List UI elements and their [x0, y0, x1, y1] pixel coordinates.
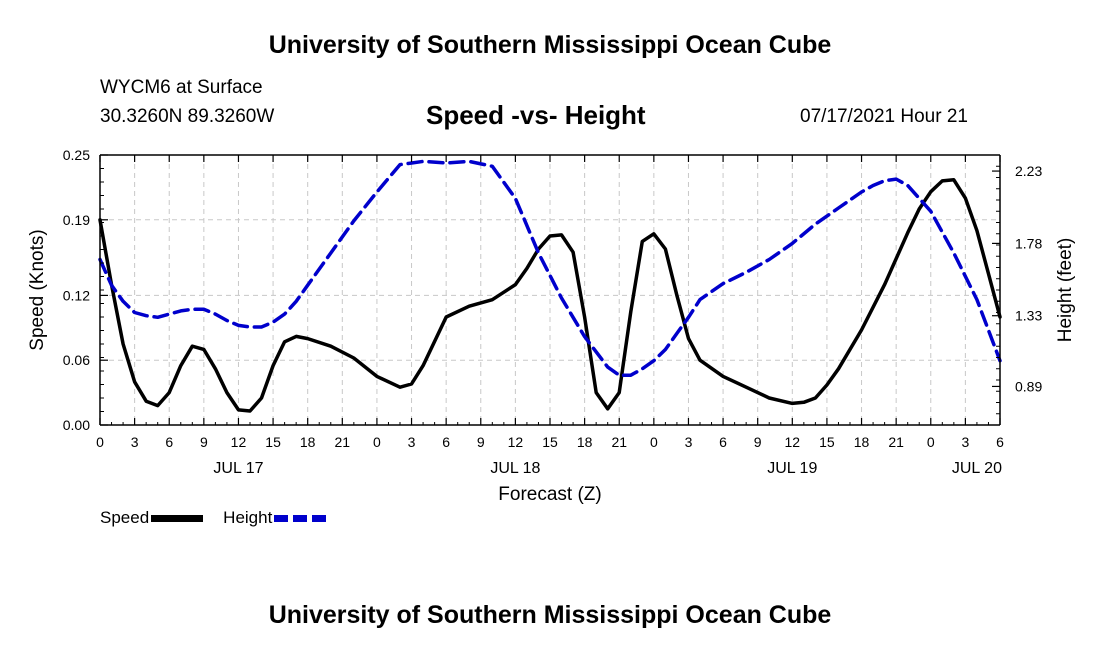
x-date-label: JUL 19 — [767, 460, 817, 477]
x-date-label: JUL 17 — [213, 460, 263, 477]
x-tick-label: 9 — [200, 434, 208, 450]
y-right-tick-label: 1.78 — [1015, 235, 1042, 251]
chart-axes — [99, 154, 1001, 426]
x-tick-label: 6 — [442, 434, 450, 450]
x-tick-label: 21 — [335, 434, 351, 450]
x-tick-label: 15 — [819, 434, 835, 450]
x-tick-label: 15 — [542, 434, 558, 450]
x-tick-label: 3 — [131, 434, 139, 450]
y-right-tick-label: 0.89 — [1015, 378, 1042, 394]
x-tick-label: 18 — [300, 434, 316, 450]
legend-item-height: Height — [223, 508, 327, 528]
grid-lines — [100, 155, 1000, 425]
series-line-speed — [98, 178, 1002, 413]
page-title: University of Southern Mississippi Ocean… — [268, 31, 832, 59]
x-tick-label: 0 — [373, 434, 381, 450]
x-date-label: JUL 18 — [490, 460, 540, 477]
y-left-tick-label: 0.06 — [63, 352, 90, 368]
x-tick-label: 18 — [854, 434, 870, 450]
y-right-tick-label: 2.23 — [1015, 163, 1042, 179]
x-tick-label: 12 — [785, 434, 801, 450]
x-tick-label: 6 — [719, 434, 727, 450]
forecast-timestamp: 07/17/2021 Hour 21 — [800, 106, 968, 127]
x-tick-label: 12 — [231, 434, 247, 450]
x-axis-title: Forecast (Z) — [498, 484, 601, 505]
x-tick-label: 9 — [477, 434, 485, 450]
x-tick-label: 0 — [927, 434, 935, 450]
legend-label-speed: Speed — [100, 508, 150, 527]
x-tick-label: 21 — [611, 434, 627, 450]
series-line-height — [98, 159, 1002, 377]
x-date-label: JUL 20 — [952, 460, 1002, 477]
y-left-tick-label: 0.00 — [63, 417, 90, 433]
station-coordinates: 30.3260N 89.3260W — [100, 106, 275, 127]
footer-title: University of Southern Mississippi Ocean… — [268, 601, 832, 629]
x-tick-label: 15 — [265, 434, 281, 450]
x-tick-label: 18 — [577, 434, 593, 450]
y-left-axis-title: Speed (Knots) — [27, 229, 48, 350]
y-left-tick-label: 0.19 — [63, 212, 90, 228]
x-tick-label: 6 — [996, 434, 1004, 450]
series-lines — [98, 159, 1002, 413]
y-right-axis-title: Height (feet) — [1055, 238, 1076, 343]
x-tick-label: 3 — [961, 434, 969, 450]
chart-title: Speed -vs- Height — [426, 100, 646, 130]
x-tick-label: 0 — [96, 434, 104, 450]
x-tick-label: 21 — [888, 434, 904, 450]
legend-label-height: Height — [223, 508, 273, 527]
y-right-tick-label: 1.33 — [1015, 308, 1042, 324]
legend-item-speed: Speed — [100, 508, 204, 528]
y-left-tick-label: 0.25 — [63, 147, 90, 163]
chart-legend: Speed Height — [100, 508, 346, 528]
x-tick-label: 3 — [685, 434, 693, 450]
axis-labels: 0 3 6 9 12 15 18 21 0 3 6 9 12 15 18 21 0 3 6 9 12 15 18 21 0 3 6 J… — [27, 147, 1076, 505]
x-tick-label: 12 — [508, 434, 524, 450]
legend-swatch-speed — [151, 514, 204, 522]
x-tick-label: 3 — [408, 434, 416, 450]
x-tick-label: 9 — [754, 434, 762, 450]
y-left-tick-label: 0.12 — [63, 287, 90, 303]
x-tick-label: 0 — [650, 434, 658, 450]
x-tick-label: 6 — [165, 434, 173, 450]
station-label: WYCM6 at Surface — [100, 77, 263, 98]
legend-swatch-height — [274, 514, 327, 522]
